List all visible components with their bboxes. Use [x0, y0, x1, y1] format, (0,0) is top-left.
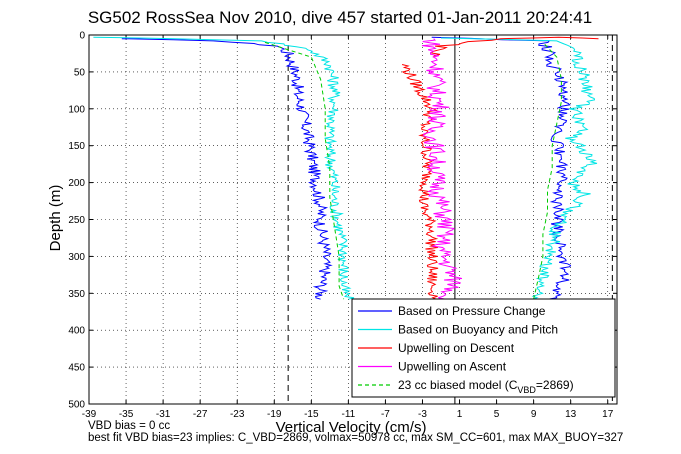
legend-label-3: Upwelling on Ascent	[398, 360, 507, 374]
x-tick-label: 5	[494, 409, 500, 420]
x-tick-label: 13	[565, 409, 577, 420]
legend-label-0: Based on Pressure Change	[398, 304, 546, 318]
x-tick-label: -3	[418, 409, 427, 420]
y-tick-label: 250	[68, 215, 85, 226]
y-tick-label: 400	[68, 326, 85, 337]
x-tick-label: -39	[82, 409, 97, 420]
legend-label-1: Based on Buoyancy and Pitch	[398, 323, 558, 337]
x-tick-label: -23	[230, 409, 245, 420]
y-tick-labels: 0 50 100 150 200 250 300 350 400 450 500	[68, 31, 85, 411]
y-tick-label: 350	[68, 289, 85, 300]
plot-frame	[88, 34, 618, 405]
series-line-2-descent	[401, 64, 439, 300]
x-tick-label: 1	[457, 409, 463, 420]
x-tick-labels: -39 -35 -31 -27 -23 -19 -15 -11 -7 -3 1 5 9 13 17	[82, 409, 614, 420]
legend-label-4: 23 cc biased model (CVBD=2869)	[398, 378, 574, 395]
x-tick-label: -15	[304, 409, 319, 420]
series-line-0-ascent	[431, 36, 572, 300]
legend-box	[351, 298, 616, 398]
legend: Based on Pressure Change Based on Buoyanc…	[351, 298, 616, 398]
footer-best-fit: best fit VBD bias=23 implies: C_VBD=2869…	[88, 432, 624, 444]
y-axis-label: Depth (m)	[47, 185, 64, 252]
y-tick-label: 500	[68, 400, 85, 411]
series-line-1-ascent	[440, 37, 598, 300]
series-line-3-descent	[421, 38, 463, 300]
legend-label-2: Upwelling on Descent	[398, 341, 515, 355]
series-group	[93, 36, 599, 300]
y-tick-label: 0	[79, 31, 85, 42]
series-line-4-ascent	[533, 42, 562, 300]
series-line-0-descent	[121, 38, 333, 300]
x-tick-label: -7	[381, 409, 390, 420]
x-tick-label: -27	[193, 409, 208, 420]
series-line-1-descent	[93, 36, 355, 300]
y-tick-label: 200	[68, 178, 85, 189]
x-tick-label: -31	[156, 409, 171, 420]
y-tick-label: 100	[68, 104, 85, 115]
y-tick-label: 300	[68, 252, 85, 263]
y-tick-label: 150	[68, 141, 85, 152]
x-tick-label: -19	[267, 409, 282, 420]
x-axis-label: Vertical Velocity (cm/s)	[276, 419, 427, 436]
y-tick-label: 450	[68, 363, 85, 374]
footer-vbd-bias: VBD bias = 0 cc	[88, 420, 171, 432]
series-line-4-descent	[264, 41, 345, 300]
x-tick-label: 9	[531, 409, 537, 420]
series-line-2-ascent	[430, 36, 599, 58]
y-tick-label: 50	[74, 67, 86, 78]
x-tick-label: 17	[602, 409, 614, 420]
x-tick-label: -11	[342, 409, 356, 420]
chart-title: SG502 RossSea Nov 2010, dive 457 started…	[88, 8, 592, 27]
x-tick-label: -35	[119, 409, 134, 420]
